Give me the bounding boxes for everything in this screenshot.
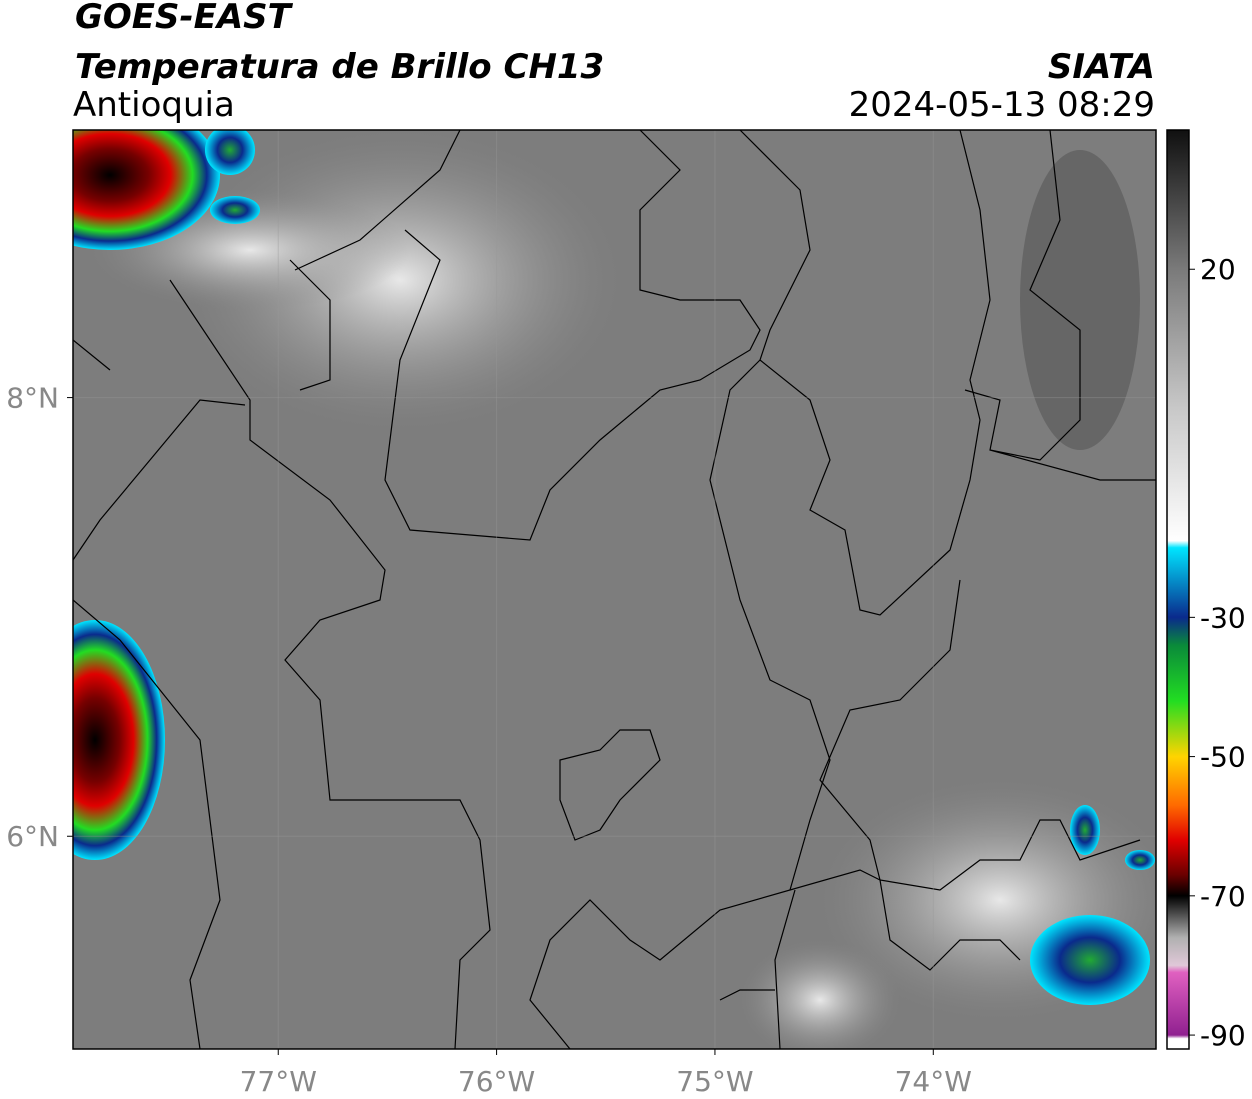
colorbar [1166, 129, 1190, 1050]
colorbar-tick-label: -50 [1200, 741, 1246, 774]
colorbar-tick-label: -30 [1200, 601, 1246, 634]
map-frame [72, 129, 1157, 1050]
colorbar-tick-label: -70 [1200, 880, 1246, 913]
colorbar-tick-label: 20 [1200, 253, 1236, 286]
subtitle: Temperatura de Brillo CH13 [75, 47, 604, 87]
x-tick-label: 76°W [458, 1065, 535, 1098]
y-tick-label: 8°N [6, 382, 59, 415]
organization: SIATA [1048, 47, 1155, 87]
datetime: 2024-05-13 08:29 [849, 85, 1155, 125]
x-tick-label: 75°W [676, 1065, 753, 1098]
satellite-image [73, 130, 1156, 1049]
title: GOES-EAST [75, 0, 294, 37]
region: Antioquia [73, 85, 235, 125]
x-tick-label: 74°W [895, 1065, 972, 1098]
y-tick-label: 6°N [6, 820, 59, 853]
colorbar-tick-label: -90 [1200, 1019, 1246, 1052]
x-tick-label: 77°W [240, 1065, 317, 1098]
graticule [73, 130, 1156, 1049]
